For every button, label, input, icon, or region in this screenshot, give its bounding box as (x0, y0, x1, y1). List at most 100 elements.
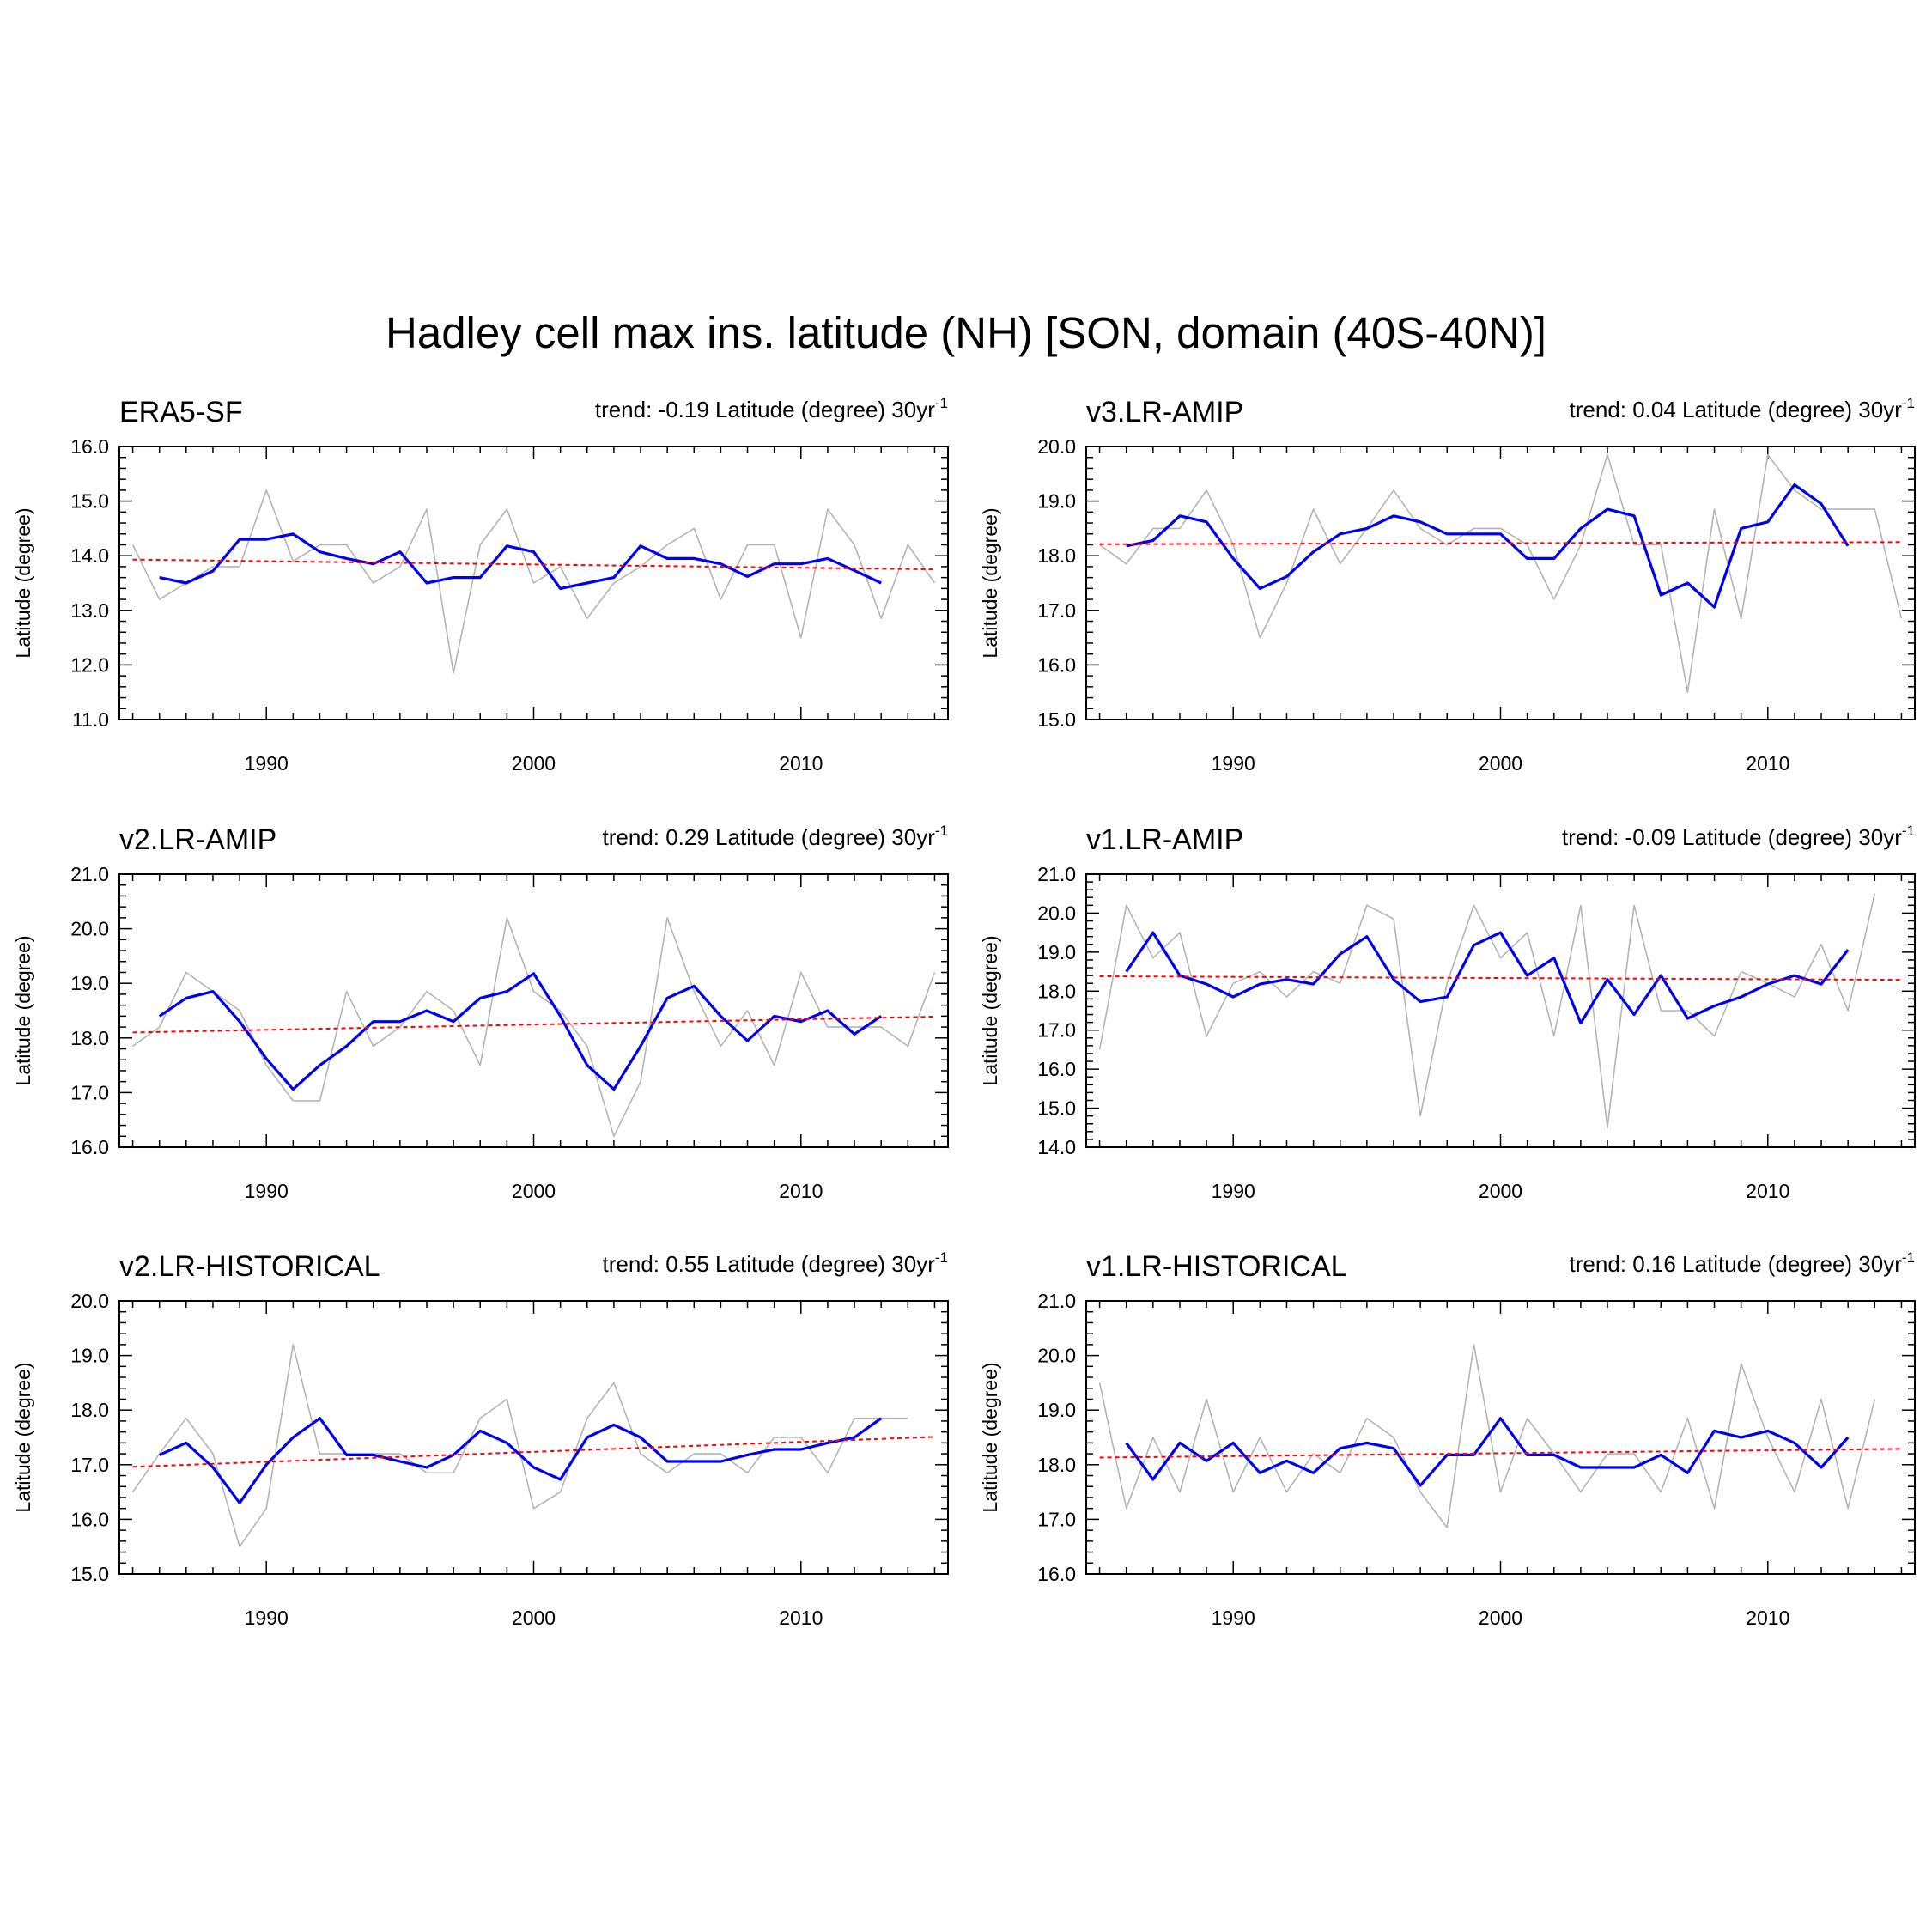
series-line-annual (1098, 1344, 1876, 1528)
series-line-trend (132, 558, 935, 571)
trend-text: trend: -0.19 Latitude (degree) 30yr (595, 397, 935, 422)
plot-frame (1085, 873, 1916, 1148)
y-tick-label: 19.0 (70, 972, 109, 994)
trend-superscript: -1 (1902, 395, 1915, 411)
trend-text: trend: 0.16 Latitude (degree) 30yr (1570, 1251, 1903, 1277)
y-tick-label: 12.0 (70, 653, 109, 676)
series-line-trend (1099, 541, 1902, 545)
x-tick-label: 2010 (779, 1180, 823, 1202)
y-tick-label: 20.0 (1037, 435, 1076, 458)
x-tick-label: 2000 (1479, 752, 1522, 775)
plot-frame (1085, 446, 1916, 720)
series-line-annual (131, 489, 936, 674)
trend-annotation: trend: 0.04 Latitude (degree) 30yr-1 (1570, 395, 1915, 422)
y-tick-label: 20.0 (70, 918, 109, 940)
plot-frame (118, 873, 949, 1148)
x-tick-label: 2000 (512, 752, 556, 775)
y-axis-label: Latitude (degree) (12, 935, 34, 1085)
trend-superscript: -1 (935, 823, 948, 839)
panel-6: 16.0 17.0 18.0 19.0 20.0 21.0 1990 2000 2010 Lati… (979, 1249, 1916, 1629)
x-tick-label: 2000 (1479, 1180, 1522, 1202)
y-tick-label: 18.0 (70, 1399, 109, 1421)
x-tick-label: 1990 (1212, 1607, 1255, 1629)
panel-title: v1.LR-HISTORICAL (1086, 1250, 1347, 1283)
x-tick-label: 1990 (245, 752, 289, 775)
y-tick-label: 16.0 (1037, 1563, 1076, 1585)
y-tick-label: 20.0 (1037, 1345, 1076, 1367)
y-tick-label: 19.0 (1037, 1399, 1076, 1421)
plot-frame (1085, 1300, 1916, 1575)
y-tick-label: 17.0 (1037, 599, 1076, 622)
y-tick-label: 18.0 (1037, 1454, 1076, 1476)
trend-text: trend: 0.04 Latitude (degree) 30yr (1570, 397, 1903, 422)
y-tick-label: 17.0 (70, 1454, 109, 1476)
y-tick-label: 19.0 (1037, 490, 1076, 513)
y-tick-label: 18.0 (1037, 980, 1076, 1002)
figure-title: Hadley cell max ins. latitude (NH) [SON,… (386, 308, 1546, 357)
y-tick-label: 14.0 (70, 544, 109, 567)
series-line-annual (1098, 893, 1876, 1129)
trend-text: trend: -0.09 Latitude (degree) 30yr (1562, 824, 1902, 850)
series-line-annual (131, 1344, 908, 1547)
y-tick-label: 15.0 (70, 1563, 109, 1585)
x-tick-label: 2000 (512, 1180, 556, 1202)
series-line-annual (132, 917, 936, 1138)
y-tick-label: 18.0 (1037, 544, 1076, 567)
series-line-trend (132, 1436, 935, 1468)
y-tick-label: 15.0 (1037, 708, 1076, 731)
x-tick-label: 2000 (1479, 1607, 1522, 1629)
y-tick-label: 19.0 (70, 1345, 109, 1367)
plot-frame (118, 1300, 949, 1575)
y-tick-label: 20.0 (70, 1290, 109, 1312)
x-tick-label: 2010 (779, 752, 823, 775)
panel-4: 14.0 15.0 16.0 17.0 18.0 19.0 20.0 21.0 1990 2000… (979, 823, 1916, 1202)
y-tick-label: 16.0 (1037, 1058, 1076, 1080)
panel-1: 11.0 12.0 13.0 14.0 15.0 16.0 1990 2000 2010 Lati… (12, 395, 949, 775)
x-tick-label: 1990 (1212, 1180, 1255, 1202)
series-line-trend (1099, 975, 1902, 981)
y-axis-label: Latitude (degree) (12, 1362, 34, 1512)
series-line-running-mean (159, 532, 882, 590)
trend-superscript: -1 (935, 1249, 948, 1266)
x-tick-label: 1990 (245, 1180, 289, 1202)
y-tick-label: 17.0 (70, 1081, 109, 1103)
y-tick-label: 21.0 (70, 863, 109, 885)
y-axis-label: Latitude (degree) (979, 507, 1001, 658)
series-line-trend (132, 1016, 935, 1034)
y-tick-label: 11.0 (72, 708, 109, 731)
y-tick-label: 20.0 (1037, 902, 1076, 924)
x-tick-label: 2010 (1746, 752, 1789, 775)
trend-annotation: trend: 0.29 Latitude (degree) 30yr-1 (603, 823, 948, 850)
panel-2: 15.0 16.0 17.0 18.0 19.0 20.0 1990 2000 2010 Lati… (979, 395, 1916, 775)
panel-3: 16.0 17.0 18.0 19.0 20.0 21.0 1990 2000 2010 Lati… (12, 823, 949, 1202)
x-tick-label: 1990 (245, 1607, 289, 1629)
panel-title: v2.LR-HISTORICAL (119, 1250, 380, 1283)
y-tick-label: 19.0 (1037, 941, 1076, 963)
series-line-running-mean (158, 972, 883, 1091)
series-line-running-mean (159, 1417, 883, 1504)
panel-title: ERA5-SF (119, 396, 243, 428)
panel-title: v1.LR-AMIP (1086, 823, 1243, 856)
y-tick-label: 13.0 (70, 599, 109, 622)
trend-superscript: -1 (1902, 823, 1915, 839)
trend-text: trend: 0.29 Latitude (degree) 30yr (603, 824, 936, 850)
y-tick-label: 17.0 (1037, 1508, 1076, 1530)
x-tick-label: 2010 (1746, 1607, 1789, 1629)
trend-annotation: trend: -0.19 Latitude (degree) 30yr-1 (595, 395, 948, 422)
y-axis-label: Latitude (degree) (979, 935, 1001, 1085)
series-line-annual (1099, 453, 1903, 693)
y-tick-label: 15.0 (70, 490, 109, 513)
trend-annotation: trend: 0.55 Latitude (degree) 30yr-1 (603, 1249, 948, 1277)
panel-title: v3.LR-AMIP (1086, 396, 1243, 428)
series-line-running-mean (1125, 1417, 1850, 1487)
x-tick-label: 2010 (779, 1607, 823, 1629)
panel-title: v2.LR-AMIP (119, 823, 276, 856)
y-tick-label: 16.0 (1037, 653, 1076, 676)
y-tick-label: 21.0 (1037, 863, 1076, 885)
y-axis-label: Latitude (degree) (12, 507, 34, 658)
trend-annotation: trend: -0.09 Latitude (degree) 30yr-1 (1562, 823, 1915, 850)
x-tick-label: 2010 (1746, 1180, 1789, 1202)
x-tick-label: 1990 (1212, 752, 1255, 775)
y-tick-label: 21.0 (1037, 1290, 1076, 1312)
